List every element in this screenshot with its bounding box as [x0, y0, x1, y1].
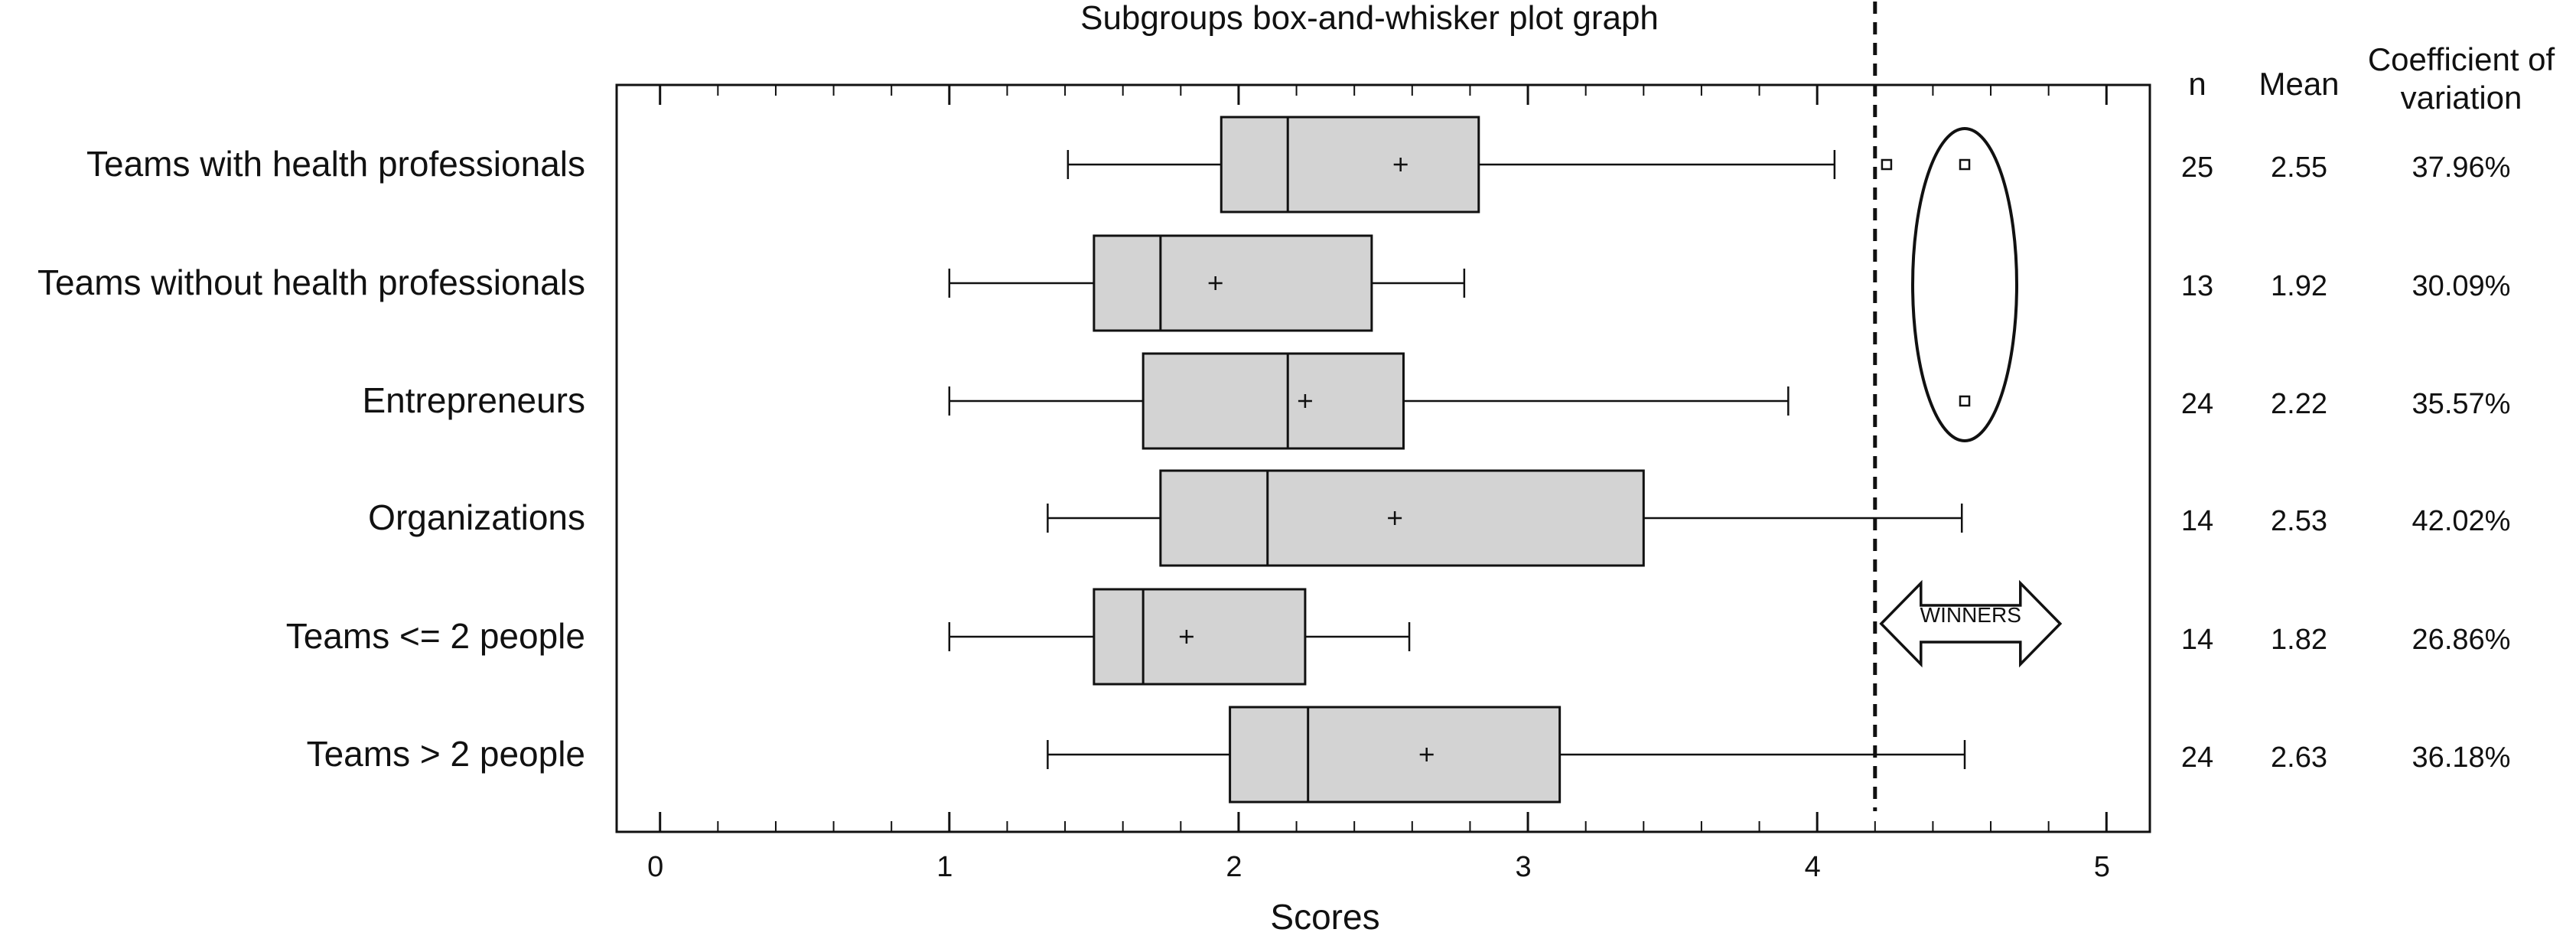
box-row: Teams <= 2 people 14 1.82 26.86% [286, 588, 2511, 686]
box-row: Organizations 14 2.53 42.02% [368, 469, 2511, 567]
cv-value: 42.02% [2412, 505, 2511, 537]
cv-value: 35.57% [2412, 388, 2511, 420]
box-row: Teams without health professionals 13 1.92… [37, 234, 2511, 332]
column-header-cv: Coefficient of variation [2368, 41, 2555, 116]
winners-label: WINNERS [1920, 603, 2021, 627]
column-header-mean: Mean [2258, 66, 2339, 102]
x-tick-label: 2 [1226, 851, 1242, 883]
mean-marker [1208, 276, 1223, 290]
cv-value: 36.18% [2412, 742, 2511, 774]
mean-marker [1393, 158, 1408, 171]
plot-frame [615, 83, 2151, 833]
n-value: 25 [2181, 152, 2213, 184]
category-label: Organizations [368, 497, 585, 537]
x-tick-label: 0 [647, 851, 663, 883]
mean-value: 1.92 [2271, 270, 2327, 302]
outlier-point [1959, 158, 1971, 171]
n-value: 13 [2181, 270, 2213, 302]
mean-value: 2.55 [2271, 152, 2327, 184]
n-value: 14 [2181, 624, 2213, 656]
n-value: 24 [2181, 742, 2213, 774]
cv-value: 30.09% [2412, 270, 2511, 302]
x-axis-label: Scores [1270, 897, 1379, 937]
column-header-n: n [2188, 66, 2206, 102]
mean-value: 1.82 [2271, 624, 2327, 656]
category-label: Teams with health professionals [86, 144, 585, 184]
box [1093, 234, 1373, 332]
mean-marker [1419, 748, 1434, 761]
chart-title: Subgroups box-and-whisker plot graph [1080, 0, 1659, 37]
box [1229, 706, 1562, 804]
box-row: Entrepreneurs 24 2.22 35.57% [363, 352, 2511, 450]
x-tick-label: 3 [1515, 851, 1531, 883]
mean-marker [1298, 394, 1312, 408]
x-tick-label: 1 [936, 851, 953, 883]
winners-arrow [1879, 579, 2063, 668]
n-value: 24 [2181, 388, 2213, 420]
outlier-point [1881, 158, 1893, 171]
cv-value: 26.86% [2412, 624, 2511, 656]
mean-marker [1179, 630, 1194, 644]
mean-value: 2.22 [2271, 388, 2327, 420]
box-row: Teams with health professionals 25 2.55 37.… [86, 116, 2511, 214]
mean-marker [1388, 511, 1402, 525]
highlight-ellipse [1911, 127, 2019, 442]
category-label: Teams without health professionals [37, 262, 585, 302]
x-axis: 0 1 2 3 4 5 [647, 85, 2110, 883]
box [1093, 588, 1307, 686]
category-label: Teams <= 2 people [286, 616, 585, 656]
category-label: Entrepreneurs [363, 380, 586, 420]
x-tick-label: 5 [2094, 851, 2110, 883]
category-label: Teams > 2 people [307, 734, 585, 774]
outlier-point [1959, 395, 1971, 407]
mean-value: 2.53 [2271, 505, 2327, 537]
x-tick-label: 4 [1805, 851, 1821, 883]
box [1141, 352, 1405, 450]
box [1159, 469, 1645, 567]
box [1220, 116, 1480, 214]
box-row: Teams > 2 people 24 2.63 36.18% [307, 706, 2511, 804]
cv-value: 37.96% [2412, 152, 2511, 184]
n-value: 14 [2181, 505, 2213, 537]
mean-value: 2.63 [2271, 742, 2327, 774]
